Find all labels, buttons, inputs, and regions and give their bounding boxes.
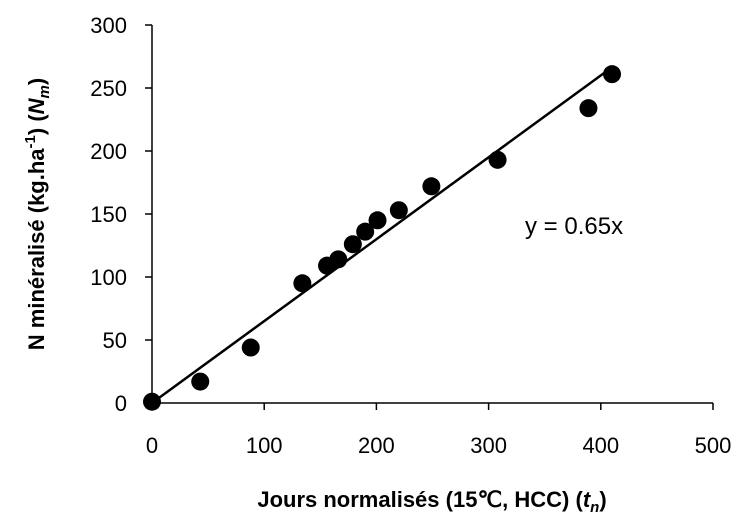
data-point (343, 235, 362, 254)
y-tick-label: 50 (103, 328, 127, 353)
y-axis-title-sup: -1 (22, 135, 39, 148)
x-axis-title-sub: n (590, 499, 599, 516)
data-point (422, 177, 441, 196)
data-point (356, 222, 375, 241)
x-tick-label: 500 (695, 433, 732, 458)
plot-area: 0 100 200 300 400 500 0 50 100 150 200 250 300 y = … (90, 13, 731, 458)
data-point (368, 211, 387, 230)
data-point (488, 150, 507, 169)
data-point (579, 99, 598, 118)
data-point (329, 250, 348, 269)
y-tick-label: 0 (115, 391, 127, 416)
x-tick-label: 400 (582, 433, 619, 458)
x-tick-label: 100 (246, 433, 283, 458)
x-axis-title-var: t (583, 487, 592, 512)
data-point (293, 274, 312, 293)
y-axis-title-var: N (24, 97, 49, 114)
x-ticks: 0 100 200 300 400 500 (146, 403, 731, 458)
y-axis-title-sub: m (36, 85, 53, 98)
y-tick-label: 150 (90, 202, 127, 227)
y-tick-label: 100 (90, 265, 127, 290)
data-point (143, 392, 161, 411)
y-axis-title-main: N minéralisé (kg.ha (24, 148, 49, 351)
x-axis-title: Jours normalisés (15℃, HCC) (tn) (257, 487, 606, 516)
y-tick-label: 300 (90, 13, 127, 38)
data-point (241, 338, 260, 357)
x-tick-label: 0 (146, 433, 158, 458)
data-points (143, 65, 622, 411)
y-axis-title: N minéralisé (kg.ha-1) (Nm) (22, 78, 53, 350)
y-tick-label: 250 (90, 76, 127, 101)
data-point (603, 65, 622, 84)
data-point (389, 201, 408, 220)
x-tick-label: 200 (358, 433, 395, 458)
x-axis-title-close: ) (599, 487, 606, 512)
y-ticks: 0 50 100 150 200 250 300 (90, 13, 152, 416)
trendline (151, 66, 613, 405)
y-tick-label: 200 (90, 139, 127, 164)
x-tick-label: 300 (470, 433, 507, 458)
trendline-equation: y = 0.65x (525, 213, 623, 240)
x-axis-title-main: Jours normalisés (15℃, HCC) ( (257, 487, 583, 512)
y-axis-title-mid: ) ( (24, 114, 49, 135)
data-point (191, 372, 210, 391)
y-axis-title-close: ) (24, 78, 49, 85)
